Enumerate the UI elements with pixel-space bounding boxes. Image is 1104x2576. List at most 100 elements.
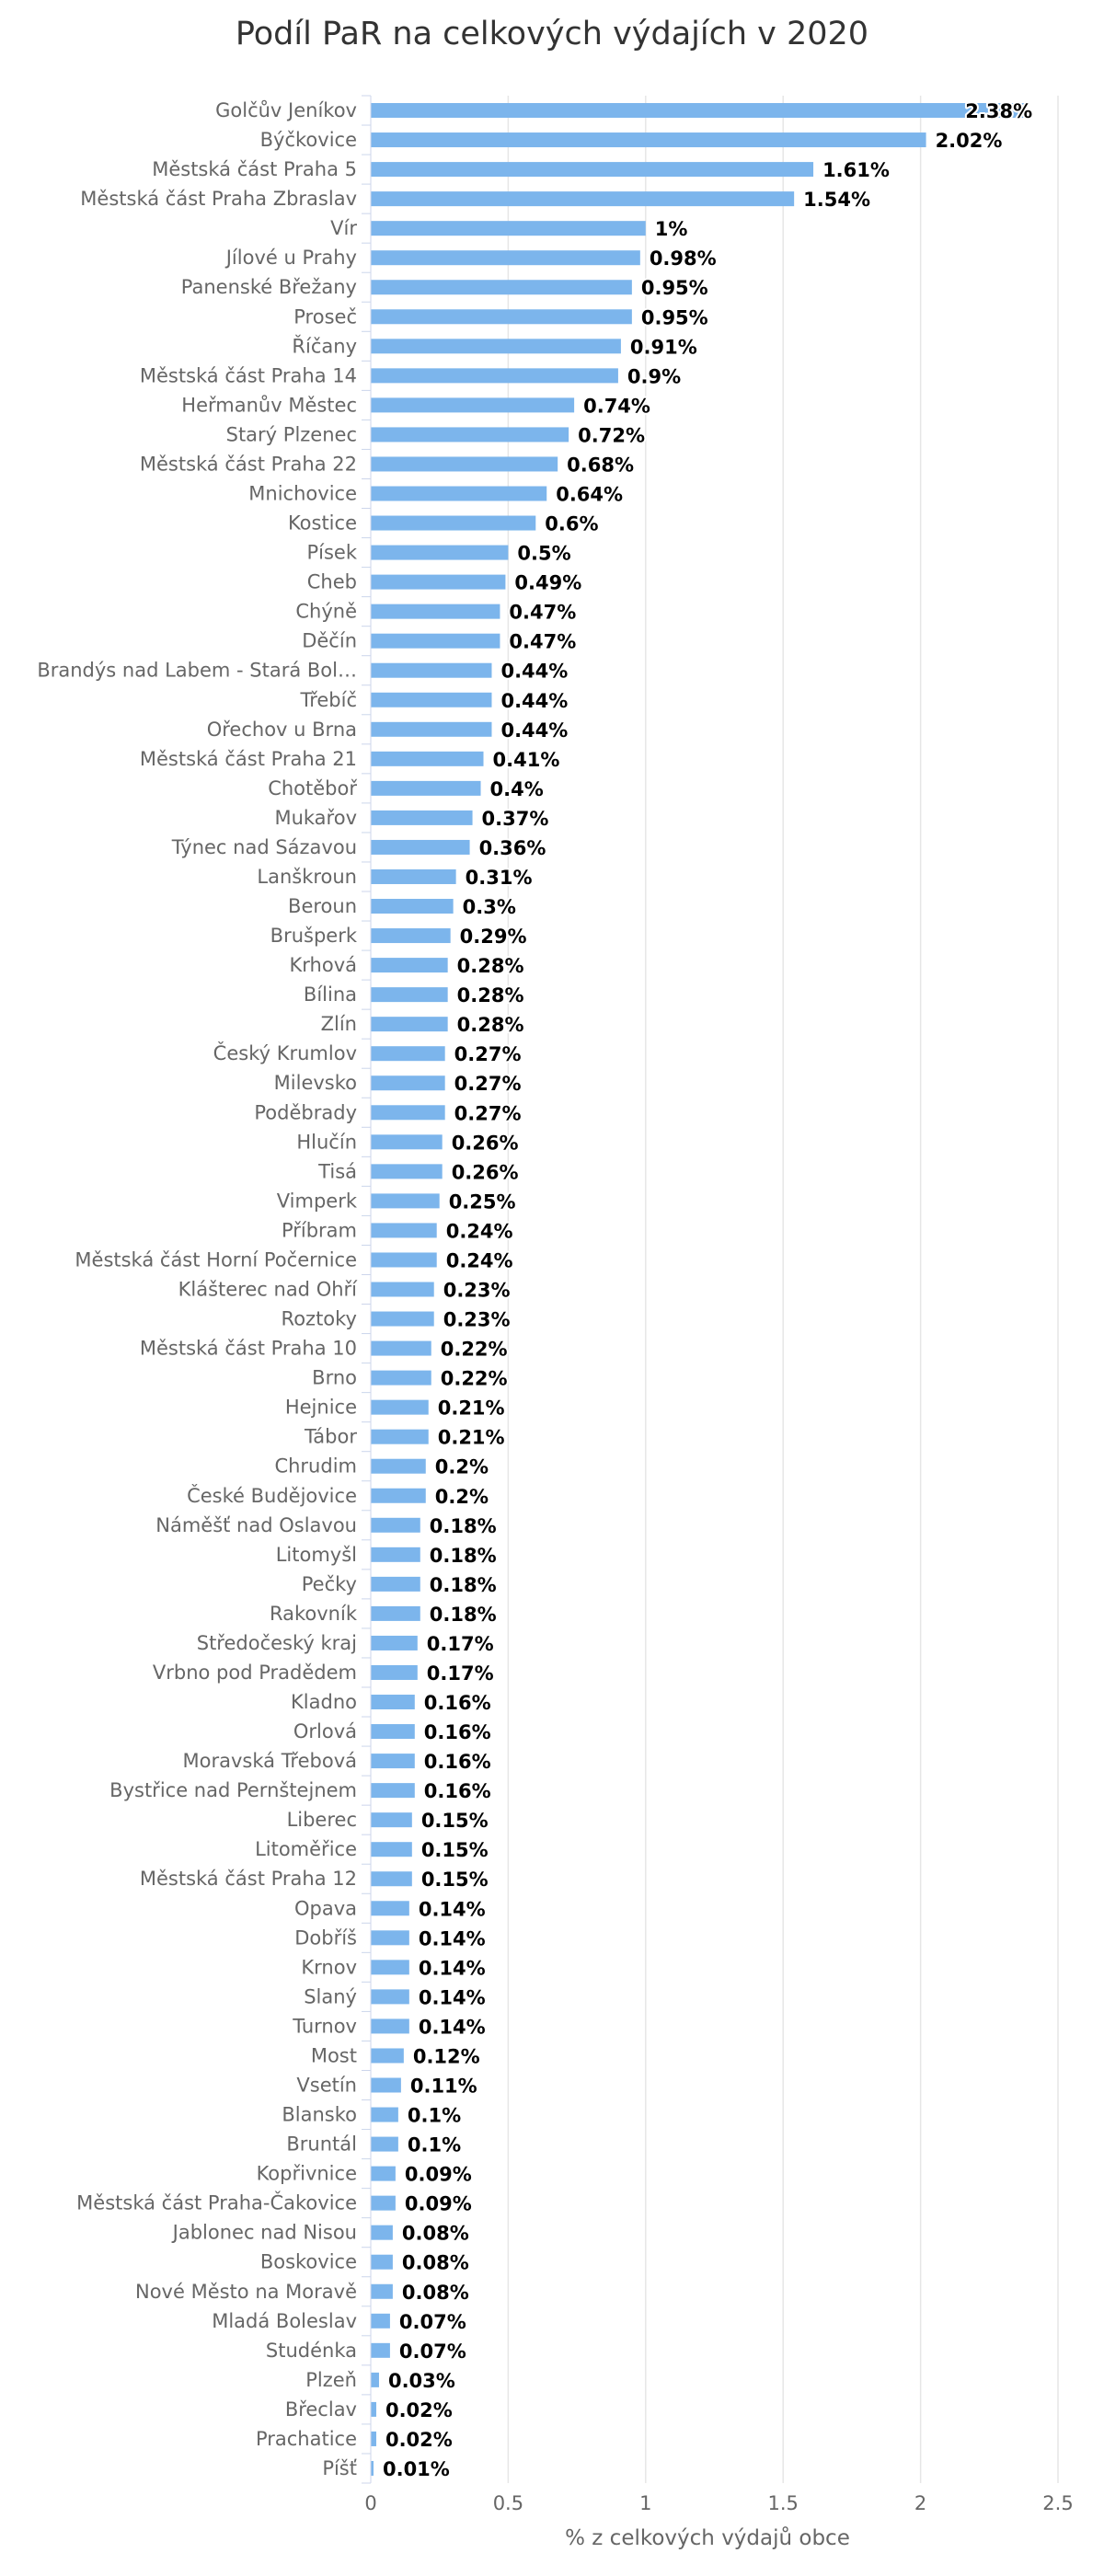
data-label: 0.03%: [388, 2370, 455, 2392]
data-label: 0.17%: [427, 1662, 494, 1685]
category-label: Kostice: [288, 512, 357, 535]
bar: [371, 1517, 420, 1533]
data-label: 0.08%: [402, 2223, 469, 2245]
bar: [371, 899, 454, 914]
category-label: Kopřivnice: [257, 2163, 357, 2185]
bar: [371, 780, 481, 796]
data-label: 0.31%: [466, 867, 533, 889]
bar: [371, 162, 814, 178]
data-label: 0.3%: [463, 896, 516, 918]
x-tick-label: 0.5: [493, 2492, 523, 2514]
bar: [371, 103, 1026, 119]
data-label: 0.18%: [430, 1604, 497, 1626]
bar: [371, 1223, 437, 1238]
bar: [371, 1754, 415, 1769]
data-label: 0.44%: [500, 719, 568, 742]
bar: [371, 1458, 426, 1474]
category-label: Bílina: [304, 983, 357, 1006]
category-label: Městská část Praha Zbraslav: [80, 188, 357, 210]
bar: [371, 1311, 434, 1327]
category-label: Nové Město na Moravě: [135, 2281, 357, 2303]
data-label: 0.11%: [410, 2076, 477, 2098]
bar: [371, 309, 632, 325]
category-label: Městská část Praha 14: [140, 364, 357, 386]
bar: [371, 1871, 412, 1887]
bar: [371, 427, 569, 443]
category-label: Městská část Praha 21: [140, 748, 357, 770]
x-tick-label: 2.5: [1042, 2492, 1073, 2514]
bar: [371, 574, 506, 590]
data-label: 0.21%: [438, 1397, 505, 1420]
data-label: 0.91%: [630, 336, 697, 358]
category-label: Klášterec nad Ohří: [178, 1279, 359, 1301]
category-label: Most: [311, 2044, 357, 2066]
bar: [371, 1605, 420, 1621]
bar: [371, 368, 618, 384]
category-label: Hejnice: [285, 1397, 357, 1419]
category-label: Prachatice: [256, 2428, 357, 2450]
data-label: 0.68%: [567, 454, 634, 476]
bar: [371, 1576, 420, 1592]
category-label: Studénka: [266, 2340, 357, 2362]
gridlines: [362, 95, 1059, 2484]
bar: [371, 604, 500, 619]
data-label: 0.17%: [427, 1633, 494, 1655]
bar: [371, 1664, 418, 1680]
data-label: 0.16%: [424, 1721, 491, 1743]
data-label: 0.07%: [399, 2340, 466, 2363]
data-label: 0.6%: [545, 513, 598, 535]
bar: [371, 1960, 409, 1975]
data-label: 0.1%: [408, 2134, 461, 2156]
bar: [371, 2283, 393, 2299]
data-label: 0.29%: [460, 926, 527, 948]
data-label: 0.16%: [424, 1692, 491, 1714]
bar: [371, 1989, 409, 2005]
category-label: Mnichovice: [248, 483, 357, 505]
bar: [371, 1724, 415, 1740]
bar: [371, 1193, 440, 1209]
bar: [371, 515, 536, 531]
data-label: 0.22%: [441, 1339, 508, 1361]
bar: [371, 2107, 398, 2122]
category-label: Městská část Praha 12: [140, 1868, 357, 1890]
bar: [371, 221, 646, 236]
category-label: Ořechov u Brna: [207, 719, 357, 741]
bar: [371, 191, 795, 207]
bar: [371, 280, 632, 295]
data-label: 0.44%: [500, 661, 568, 683]
bar: [371, 2225, 393, 2240]
bar: [371, 751, 484, 766]
bar: [371, 868, 456, 884]
category-label: Děčín: [302, 630, 357, 652]
data-label: 0.14%: [419, 1898, 486, 1920]
bar: [371, 1105, 445, 1121]
category-label: Brandýs nad Labem - Stará Bol…: [37, 660, 357, 682]
category-label: Městská část Praha 22: [140, 453, 357, 475]
data-label: 0.24%: [446, 1249, 513, 1271]
category-label: Týnec nad Sázavou: [171, 836, 357, 858]
data-label: 0.2%: [435, 1486, 489, 1508]
data-label: 0.18%: [430, 1545, 497, 1567]
bar: [371, 1695, 415, 1710]
chart-title: Podíl PaR na celkových výdajích v 2020: [236, 16, 868, 52]
data-label: 0.64%: [556, 484, 623, 506]
data-label: 0.72%: [578, 424, 645, 446]
category-label: Moravská Třebová: [183, 1750, 357, 1772]
category-label: Náměšť nad Oslavou: [155, 1514, 357, 1536]
category-label: Bruntál: [286, 2133, 357, 2156]
bar: [371, 2018, 409, 2034]
category-label: Roztoky: [282, 1308, 357, 1330]
bar: [371, 1783, 415, 1799]
data-label: 0.14%: [419, 1927, 486, 1949]
category-label: Proseč: [293, 305, 357, 328]
bar: [371, 1901, 409, 1916]
category-label: Panenské Břežany: [181, 276, 357, 298]
bar: [371, 2077, 401, 2093]
category-label: Městská část Praha 10: [140, 1338, 357, 1360]
category-label: Slaný: [304, 1985, 357, 2007]
bar: [371, 486, 547, 501]
data-label: 0.16%: [424, 1751, 491, 1773]
data-label: 0.15%: [421, 1839, 489, 1861]
data-label: 0.14%: [419, 1957, 486, 1979]
data-label: 1%: [655, 218, 688, 240]
